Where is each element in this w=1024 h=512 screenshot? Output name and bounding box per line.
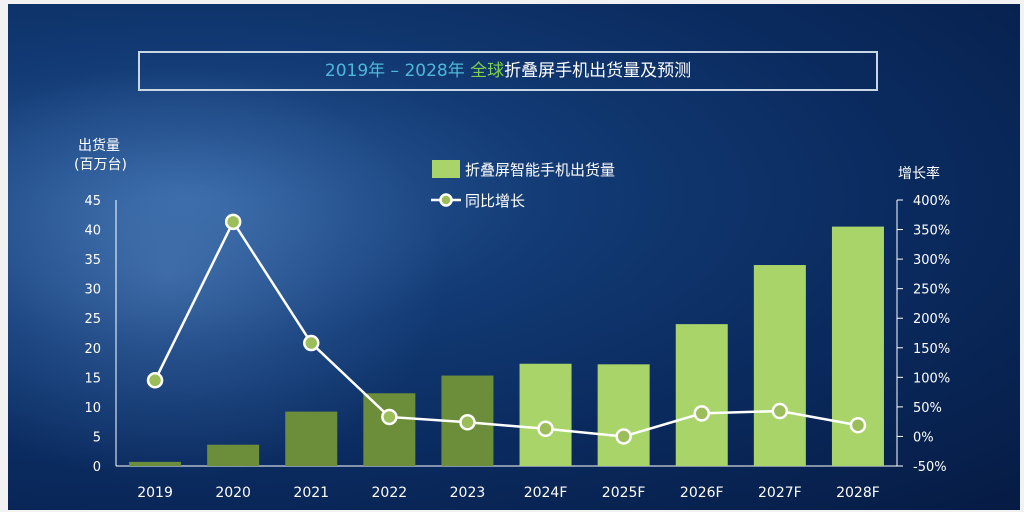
right-tick-label: -50% bbox=[913, 460, 947, 475]
left-tick-label: 30 bbox=[84, 283, 101, 298]
right-tick-label: 350% bbox=[913, 224, 950, 239]
growth-point-2020 bbox=[224, 213, 242, 231]
growth-point-2021 bbox=[303, 334, 320, 352]
growth-point-2022 bbox=[381, 408, 398, 426]
x-tick-label: 2023 bbox=[450, 485, 486, 501]
right-axis-ticks: -50% 0% 50% 100% 150% 200% 250% 300% 350% 400% bbox=[897, 194, 950, 475]
right-axis-label: 增长率 bbox=[898, 165, 940, 182]
x-tick-label: 2027F bbox=[758, 485, 802, 501]
growth-point-2028F bbox=[849, 416, 867, 434]
x-tick-label: 2025F bbox=[602, 485, 646, 501]
right-tick-label: 200% bbox=[913, 312, 950, 327]
left-tick-label: 5 bbox=[93, 430, 101, 445]
legend-line-label: 同比增长 bbox=[465, 192, 525, 210]
bar-2027F bbox=[753, 265, 806, 466]
left-tick-label: 25 bbox=[84, 312, 101, 327]
right-tick-label: 50% bbox=[913, 401, 942, 416]
left-tick-label: 20 bbox=[84, 342, 101, 357]
title-years: 2019年 – 2028年 bbox=[324, 61, 465, 81]
growth-line bbox=[153, 219, 859, 438]
bar-2022 bbox=[363, 393, 416, 466]
growth-point-2023 bbox=[459, 414, 476, 431]
left-tick-label: 0 bbox=[93, 460, 101, 475]
growth-point-2026F bbox=[693, 405, 710, 422]
bar-2026F bbox=[675, 324, 728, 466]
growth-point-2027F bbox=[771, 402, 789, 420]
x-tick-label: 2020 bbox=[215, 485, 251, 501]
x-tick-label: 2021 bbox=[293, 485, 329, 501]
left-tick-label: 10 bbox=[84, 401, 101, 416]
bar-series bbox=[129, 226, 884, 466]
left-tick-label: 40 bbox=[84, 224, 101, 239]
bar-2021 bbox=[285, 411, 338, 466]
right-tick-label: 250% bbox=[913, 283, 950, 298]
x-tick-label: 2024F bbox=[524, 485, 568, 501]
growth-point-2024F bbox=[537, 420, 554, 438]
bar-2019 bbox=[129, 461, 182, 466]
legend-bar-swatch bbox=[432, 160, 460, 178]
left-tick-label: 15 bbox=[84, 371, 101, 386]
legend-bar-label: 折叠屏智能手机出货量 bbox=[465, 161, 615, 179]
x-axis-ticks: 2019 2020 2021 2022 2023 2024F 2025F 2026F 2027F… bbox=[137, 485, 880, 501]
bar-2024F bbox=[519, 363, 572, 466]
right-tick-label: 300% bbox=[913, 253, 950, 268]
line-series bbox=[146, 213, 867, 445]
left-axis-label-line2: (百万台) bbox=[74, 157, 127, 173]
left-axis-ticks: 0 5 10 15 20 25 30 35 40 45 bbox=[84, 194, 101, 475]
x-tick-label: 2022 bbox=[372, 485, 408, 501]
left-tick-label: 45 bbox=[84, 194, 101, 209]
x-tick-label: 2028F bbox=[836, 485, 880, 501]
right-tick-label: 400% bbox=[913, 194, 950, 209]
x-tick-label: 2019 bbox=[137, 485, 173, 501]
right-tick-label: 100% bbox=[913, 371, 950, 386]
left-tick-label: 35 bbox=[84, 253, 101, 268]
title-rest: 折叠屏手机出货量及预测 bbox=[504, 61, 692, 81]
x-tick-label: 2026F bbox=[680, 485, 724, 501]
growth-point-2019 bbox=[146, 372, 164, 389]
growth-point-2025F bbox=[615, 428, 632, 445]
left-axis-label-line1: 出货量 bbox=[78, 137, 120, 154]
title-global: 全球 bbox=[470, 61, 505, 81]
right-tick-label: 150% bbox=[913, 342, 950, 357]
right-tick-label: 0% bbox=[913, 430, 934, 445]
bar-2025F bbox=[597, 364, 650, 466]
chart-title: 2019年 – 2028年 全球折叠屏手机出货量及预测 bbox=[138, 51, 878, 91]
legend-line-marker bbox=[439, 193, 453, 207]
bar-2020 bbox=[207, 444, 260, 466]
